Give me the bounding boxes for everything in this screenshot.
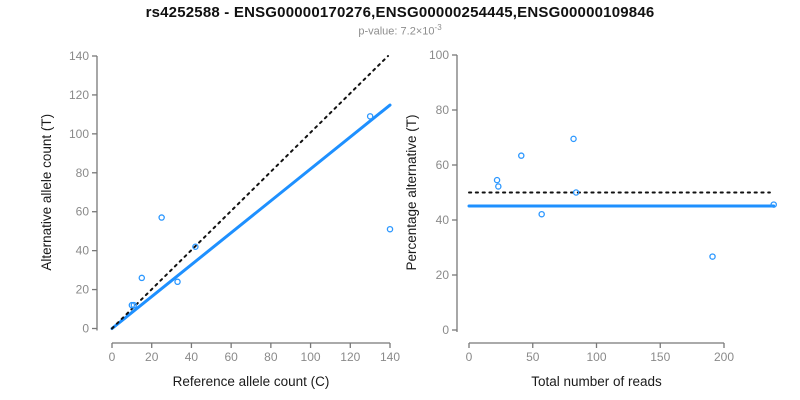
data-point	[538, 210, 545, 218]
plot-title: rs4252588 - ENSG00000170276,ENSG00000254…	[145, 4, 655, 21]
pvalue-exponent: -3	[434, 23, 442, 32]
x-tick-label: 20	[145, 350, 159, 364]
x-tick-label: 40	[185, 350, 199, 364]
data-point	[174, 278, 181, 286]
x-tick-label: 140	[380, 350, 400, 364]
data-point	[770, 201, 777, 208]
pvalue-prefix: p-value:	[358, 25, 401, 38]
data-point	[158, 214, 165, 221]
data-point	[130, 301, 138, 309]
x-tick-label: 0	[109, 350, 116, 364]
data-point	[709, 253, 716, 260]
data-point	[366, 113, 374, 120]
x-tick-label: 150	[650, 350, 670, 364]
x-tick-label: 0	[466, 350, 473, 364]
data-point	[192, 243, 199, 250]
fit-ratio-line	[110, 103, 392, 330]
data-point	[138, 274, 146, 282]
data-point	[128, 301, 136, 309]
x-tick-label: 60	[224, 350, 238, 364]
y-tick-label: 0	[442, 323, 449, 337]
x-tick-label: 80	[264, 350, 278, 364]
y-tick-label: 100	[69, 127, 89, 141]
data-point	[493, 176, 501, 184]
x-tick-label: 120	[340, 350, 360, 364]
y-tick-label: 140	[69, 49, 89, 63]
identity-line	[111, 55, 390, 330]
y-tick-label: 60	[76, 205, 90, 219]
y-tick-label: 60	[436, 158, 450, 172]
y-tick-label: 40	[436, 213, 450, 227]
y-tick-label: 20	[76, 283, 90, 297]
y-tick-label: 80	[76, 166, 90, 180]
y-tick-label: 80	[436, 103, 450, 117]
y-axis-title: Percentage alternative (T)	[404, 114, 419, 270]
data-point	[518, 152, 525, 159]
data-point	[572, 189, 580, 196]
x-tick-label: 100	[301, 350, 321, 364]
x-tick-label: 200	[714, 350, 734, 364]
data-point	[386, 225, 394, 233]
x-axis-title: Total number of reads	[531, 374, 662, 389]
x-tick-label: 50	[526, 350, 540, 364]
x-tick-label: 100	[586, 350, 606, 364]
pvalue-base: 10	[422, 25, 435, 38]
y-axis-title: Alternative allele count (T)	[39, 114, 54, 271]
y-tick-label: 20	[436, 268, 450, 282]
pvalue-mantissa: 7.2	[400, 25, 416, 38]
plot-subtitle: p-value: 7.2×10-3	[0, 23, 800, 38]
y-tick-label: 120	[69, 88, 89, 102]
data-point	[495, 183, 502, 190]
times-symbol: ×	[415, 25, 423, 38]
y-tick-label: 40	[76, 244, 90, 258]
y-tick-label: 0	[82, 322, 89, 336]
data-point	[570, 135, 577, 143]
y-tick-label: 100	[429, 48, 449, 62]
x-axis-title: Reference allele count (C)	[173, 374, 330, 389]
